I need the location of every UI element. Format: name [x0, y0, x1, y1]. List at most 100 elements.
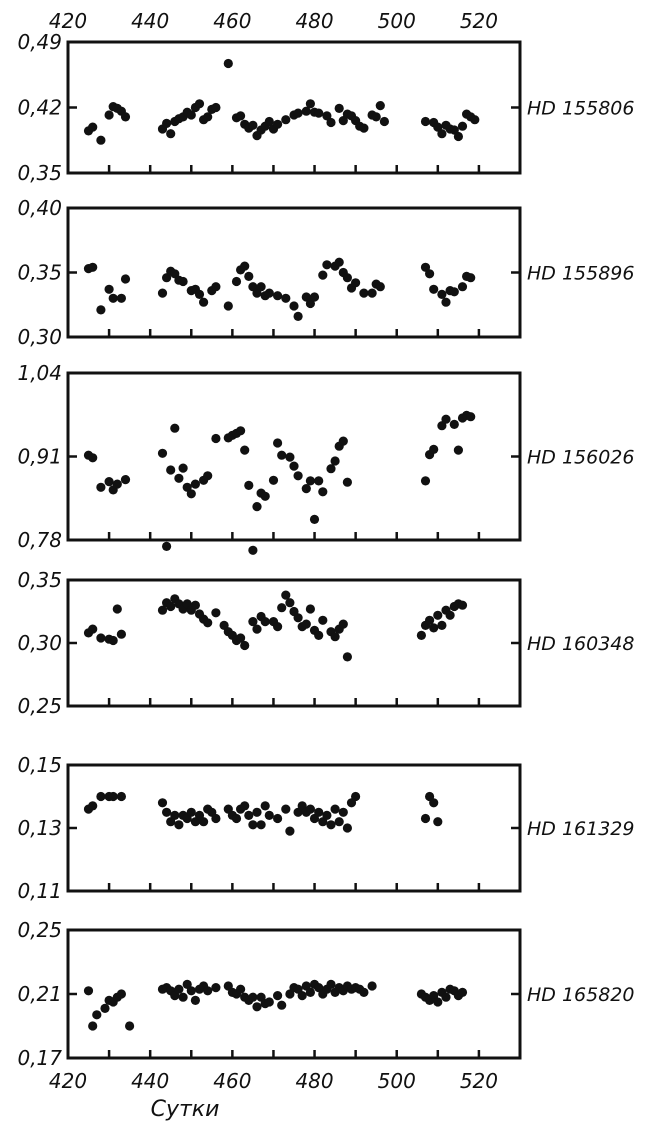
- y-tick-label: 0,35: [17, 568, 62, 592]
- data-point: [318, 487, 328, 497]
- star-label: HD 160348: [527, 633, 635, 655]
- data-point: [88, 801, 98, 811]
- data-point: [293, 311, 303, 321]
- data-point: [449, 419, 459, 429]
- data-point: [305, 99, 315, 109]
- data-point: [338, 807, 348, 817]
- top-x-axis: 420 440 460 480 500 520: [49, 9, 498, 33]
- data-point: [429, 284, 439, 294]
- data-point: [285, 598, 295, 608]
- data-point: [375, 282, 385, 292]
- panel-4: 0,35 0,30 0,25 HD 160348: [17, 568, 634, 718]
- data-point: [433, 122, 443, 132]
- top-x-tick-label: 520: [460, 9, 498, 33]
- data-point: [178, 992, 188, 1002]
- data-point: [203, 112, 213, 122]
- data-point: [433, 610, 443, 620]
- data-point: [457, 282, 468, 292]
- data-point: [116, 791, 126, 802]
- y-tick-label: 0,49: [17, 30, 62, 54]
- x-tick-label: 420: [49, 1069, 87, 1093]
- y-tick-label: 0,13: [17, 816, 62, 840]
- data-point: [199, 297, 209, 307]
- data-point: [264, 810, 274, 821]
- data-point: [433, 997, 443, 1007]
- data-point: [334, 817, 344, 827]
- data-point: [244, 810, 254, 821]
- panel-frame: [66, 40, 522, 175]
- data-point: [371, 112, 381, 122]
- data-point: [236, 111, 246, 121]
- y-tick-label: 0,30: [17, 631, 62, 655]
- y-tick-label: 0,42: [17, 96, 62, 120]
- y-tick-label: 0,11: [17, 879, 62, 903]
- data-point: [437, 289, 447, 299]
- data-point: [457, 600, 468, 610]
- data-point: [420, 813, 431, 824]
- data-point: [162, 118, 172, 128]
- data-point: [260, 801, 270, 811]
- data-point: [429, 623, 439, 633]
- data-point: [297, 991, 307, 1001]
- data-point: [157, 288, 168, 298]
- data-point: [305, 604, 315, 614]
- data-point: [441, 297, 451, 307]
- data-point: [88, 453, 98, 463]
- data-point: [314, 807, 324, 817]
- data-point: [88, 1021, 98, 1031]
- data-point: [157, 798, 168, 808]
- data-point: [301, 484, 311, 494]
- data-point: [211, 433, 221, 444]
- data-point: [112, 604, 122, 614]
- data-point: [211, 102, 221, 113]
- data-point: [108, 791, 118, 802]
- data-point: [194, 99, 205, 109]
- y-tick-label: 0,17: [17, 1046, 62, 1070]
- data-point: [178, 276, 188, 287]
- data-point: [252, 1002, 262, 1012]
- data-point: [273, 991, 283, 1001]
- y-tick-label: 0,21: [17, 982, 62, 1006]
- data-point: [125, 1021, 135, 1031]
- data-point: [252, 807, 262, 817]
- data-point: [375, 101, 385, 111]
- data-point: [248, 617, 258, 627]
- data-point: [420, 116, 431, 127]
- star-label: HD 155896: [527, 263, 635, 285]
- data-point: [416, 630, 426, 641]
- top-x-tick-label: 440: [131, 9, 169, 33]
- star-label: HD 165820: [527, 984, 635, 1006]
- data-point: [441, 992, 451, 1002]
- data-point: [244, 271, 254, 281]
- y-tick-label: 0,78: [17, 528, 62, 552]
- data-point: [277, 450, 287, 460]
- data-point: [301, 106, 311, 116]
- data-point: [211, 282, 221, 292]
- data-point: [162, 541, 172, 552]
- data-point: [116, 629, 126, 639]
- y-tick-label: 0,91: [17, 445, 62, 469]
- data-point: [248, 992, 258, 1002]
- data-point: [326, 979, 336, 990]
- data-point: [305, 987, 315, 998]
- data-point: [425, 615, 435, 625]
- data-point: [194, 289, 205, 299]
- data-point: [178, 463, 188, 473]
- data-point: [466, 273, 476, 283]
- data-point: [236, 984, 246, 994]
- data-point: [273, 438, 283, 448]
- data-point: [240, 640, 250, 651]
- data-point: [281, 804, 291, 814]
- x-tick-label: 520: [460, 1069, 498, 1093]
- star-label: HD 155806: [527, 98, 635, 120]
- y-tick-label: 0,25: [17, 918, 62, 942]
- data-point: [88, 262, 98, 272]
- data-point: [211, 813, 221, 824]
- data-point: [277, 1000, 287, 1010]
- data-point: [437, 620, 447, 631]
- data-point: [240, 261, 250, 271]
- data-point: [277, 603, 287, 613]
- star-label: HD 161329: [527, 818, 635, 840]
- data-point: [190, 479, 200, 489]
- data-point: [96, 135, 106, 145]
